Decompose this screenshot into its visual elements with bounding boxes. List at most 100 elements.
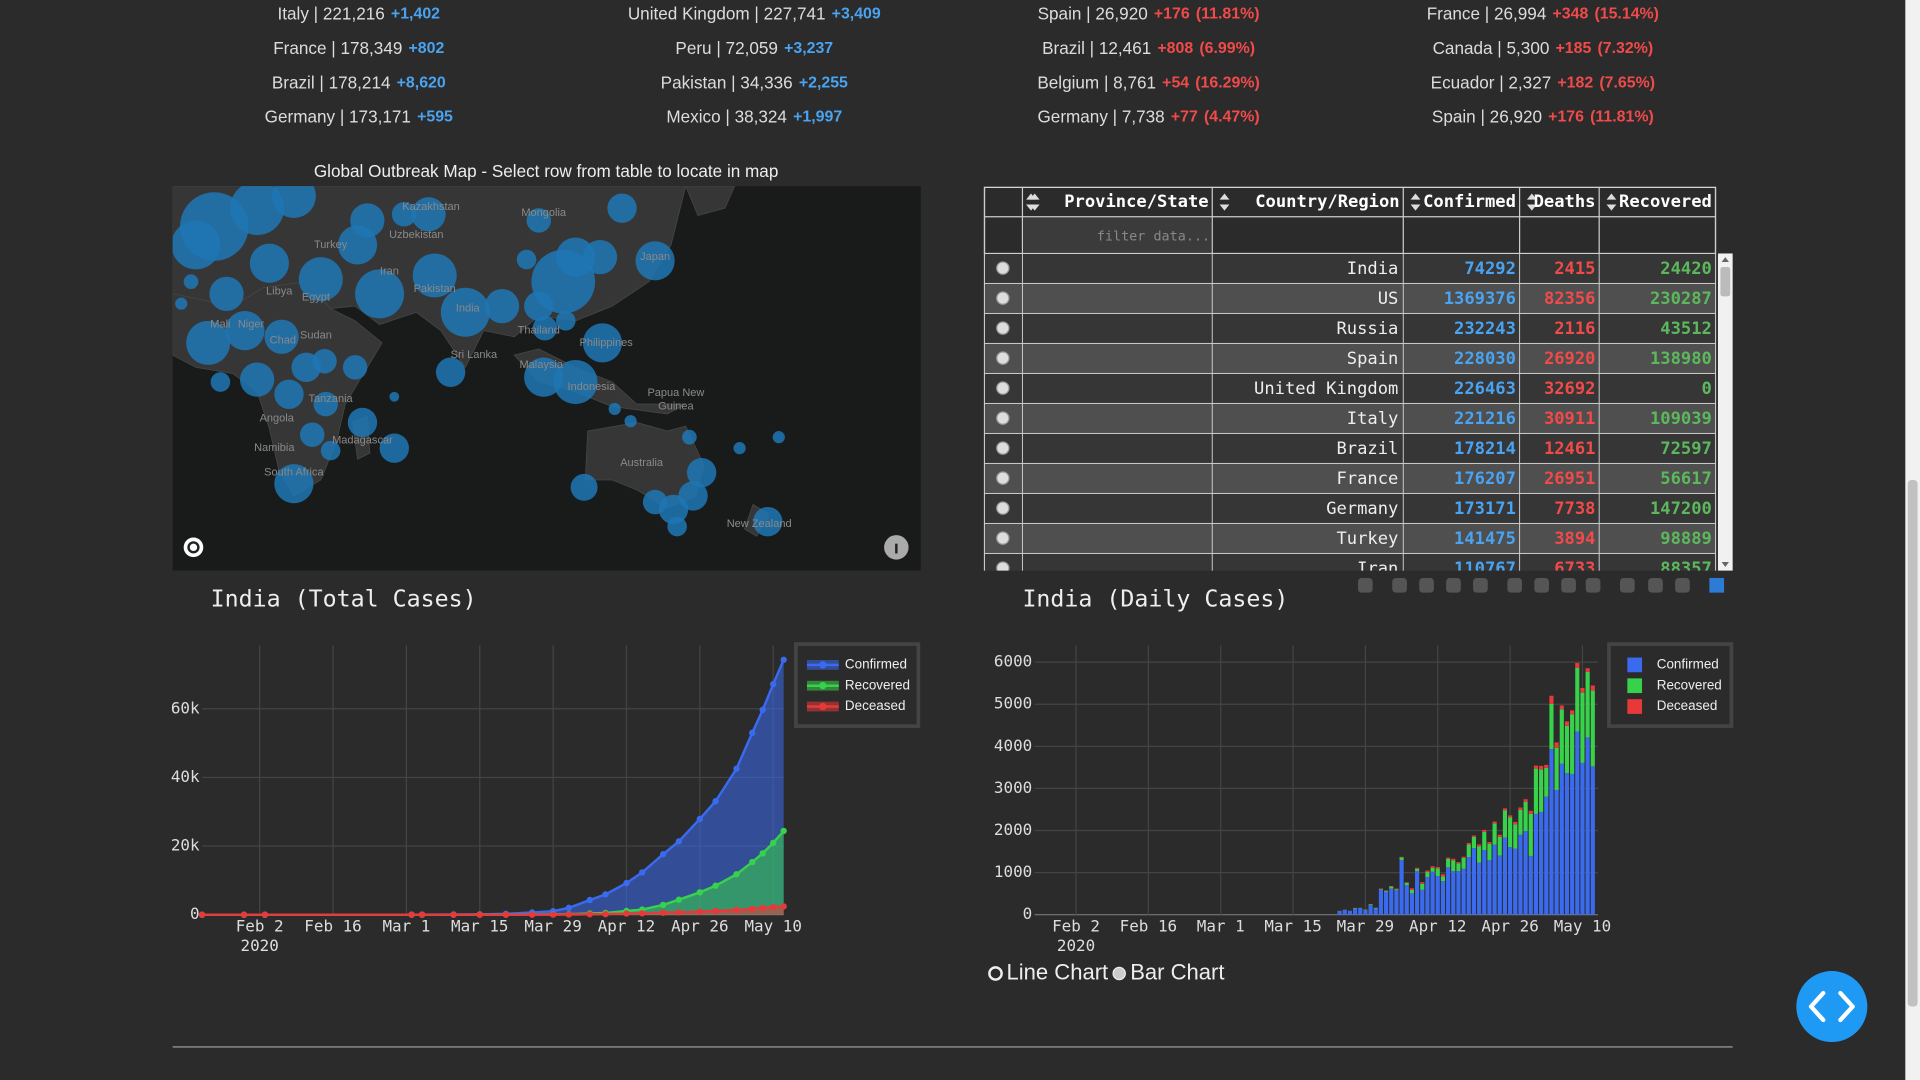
chart-option[interactable]: Bar Chart <box>1112 959 1225 984</box>
map-bubble[interactable] <box>608 402 621 416</box>
map-bubble[interactable] <box>175 297 188 310</box>
radio-label[interactable]: Line Chart <box>1007 959 1109 984</box>
map-bubble[interactable] <box>635 241 675 281</box>
table-row[interactable]: Germany 173171 7738 147200 <box>984 492 1716 524</box>
map-bubble[interactable] <box>667 516 687 537</box>
map-bubble[interactable] <box>264 319 299 354</box>
map-bubble[interactable] <box>320 440 341 461</box>
toolbar-icon[interactable] <box>1561 577 1576 593</box>
map-bubble[interactable] <box>230 181 285 236</box>
map-bubble[interactable] <box>624 415 637 428</box>
map-bubble[interactable] <box>582 240 618 275</box>
map-bubble[interactable] <box>526 208 552 233</box>
sort-icon[interactable] <box>1606 193 1617 211</box>
map-bubble[interactable] <box>171 220 221 270</box>
map-bubble[interactable] <box>440 287 490 337</box>
table-row[interactable]: Russia 232243 2116 43512 <box>984 312 1716 344</box>
sort-icon[interactable] <box>1026 193 1036 211</box>
filter-input[interactable] <box>1023 217 1212 253</box>
map-bubble[interactable] <box>582 323 623 363</box>
map-bubble[interactable] <box>553 360 598 405</box>
table-header[interactable]: Recovered <box>1619 192 1712 212</box>
row-radio[interactable] <box>996 531 1010 545</box>
map-bubble[interactable] <box>274 379 304 409</box>
map-bubble[interactable] <box>312 348 337 374</box>
radio[interactable] <box>988 966 1003 981</box>
map-bubble[interactable] <box>240 362 275 397</box>
table-row[interactable]: US 1369376 82356 230287 <box>984 282 1716 314</box>
map-bubble[interactable] <box>772 431 785 444</box>
map-bubble[interactable] <box>300 422 325 447</box>
toolbar-icon[interactable] <box>1357 577 1373 593</box>
map-bubble[interactable] <box>183 274 199 289</box>
map-bubble[interactable] <box>412 253 457 298</box>
table-scroll-track[interactable] <box>1717 253 1733 571</box>
table-row[interactable]: Iran 110767 6733 88357 <box>984 552 1716 583</box>
code-button[interactable] <box>1796 971 1868 1043</box>
map-bubble[interactable] <box>350 203 385 238</box>
map-bubble[interactable] <box>355 269 405 319</box>
legend[interactable]: Confirmed Recovered Deceased <box>794 642 921 728</box>
map-bubble[interactable] <box>570 473 598 501</box>
radio[interactable] <box>1112 966 1126 981</box>
row-radio[interactable] <box>996 351 1010 365</box>
row-radio[interactable] <box>996 411 1010 425</box>
row-radio[interactable] <box>996 381 1010 395</box>
map-bubble[interactable] <box>607 193 637 223</box>
table-header[interactable]: Province/State <box>1064 192 1208 212</box>
table-row[interactable]: Turkey 141475 3894 98889 <box>984 522 1716 554</box>
toolbar-icon-active[interactable] <box>1709 577 1725 593</box>
map-bubble[interactable] <box>411 197 446 232</box>
toolbar-icon[interactable] <box>1620 577 1635 593</box>
map-bubble[interactable] <box>379 433 409 463</box>
table-row[interactable]: France 176207 26951 56617 <box>984 462 1716 494</box>
row-radio[interactable] <box>996 471 1010 485</box>
toolbar-icon[interactable] <box>1446 577 1461 593</box>
table-scroll-thumb[interactable] <box>1720 266 1731 297</box>
table-header[interactable]: Deaths <box>1534 192 1596 212</box>
code-button-bg[interactable] <box>1796 971 1868 1043</box>
table-row[interactable]: United Kingdom 226463 32692 0 <box>984 372 1716 404</box>
map[interactable]: Kazakhstan Mongolia Uzbekistan Turkey Iran Pa… <box>171 174 921 571</box>
map-bubble[interactable] <box>484 288 520 324</box>
map-bubble[interactable] <box>435 357 466 387</box>
map-bubble[interactable] <box>524 357 564 397</box>
row-radio[interactable] <box>996 321 1010 335</box>
map-bubble[interactable] <box>682 429 697 445</box>
page-scroll-thumb[interactable] <box>1907 480 1918 1007</box>
toolbar-icon[interactable] <box>1507 577 1523 593</box>
row-radio[interactable] <box>996 291 1010 305</box>
toolbar-icon[interactable] <box>1585 577 1601 593</box>
map-bubble[interactable] <box>347 407 378 438</box>
radio-label[interactable]: Bar Chart <box>1130 959 1224 984</box>
map-bubble[interactable] <box>733 442 746 455</box>
map-bubble[interactable] <box>555 311 576 331</box>
map-bubble[interactable] <box>313 391 338 417</box>
table-row[interactable]: Brazil 178214 12461 72597 <box>984 432 1716 464</box>
row-radio[interactable] <box>996 261 1010 275</box>
sort-icon[interactable] <box>1526 193 1537 211</box>
map-bubble[interactable] <box>249 243 289 283</box>
table-row[interactable]: Italy 221216 30911 109039 <box>984 402 1716 434</box>
map-bubble[interactable] <box>753 506 783 537</box>
map-bubble[interactable] <box>516 249 537 270</box>
sort-icon[interactable] <box>1410 193 1421 211</box>
toolbar-icon[interactable] <box>1419 577 1434 593</box>
map-bubble[interactable] <box>686 457 717 488</box>
toolbar-icon[interactable] <box>1534 577 1549 593</box>
map-bubble[interactable] <box>391 202 417 227</box>
legend[interactable]: Confirmed Recovered Deceased <box>1607 642 1734 728</box>
map-bubble[interactable] <box>274 464 314 504</box>
map-bubble[interactable] <box>555 237 596 277</box>
table-row[interactable]: Spain 228030 26920 138980 <box>984 342 1716 374</box>
row-radio[interactable] <box>996 501 1010 515</box>
map-bubble[interactable] <box>342 355 368 380</box>
toolbar-icon[interactable] <box>1648 577 1663 593</box>
row-radio[interactable] <box>996 441 1010 455</box>
map-bubble[interactable] <box>210 372 231 392</box>
row-radio[interactable] <box>996 561 1010 574</box>
map-bubble[interactable] <box>271 174 316 218</box>
map-bubble[interactable] <box>209 276 244 312</box>
map-bubble[interactable] <box>389 391 400 402</box>
map-bubble[interactable] <box>642 489 668 515</box>
